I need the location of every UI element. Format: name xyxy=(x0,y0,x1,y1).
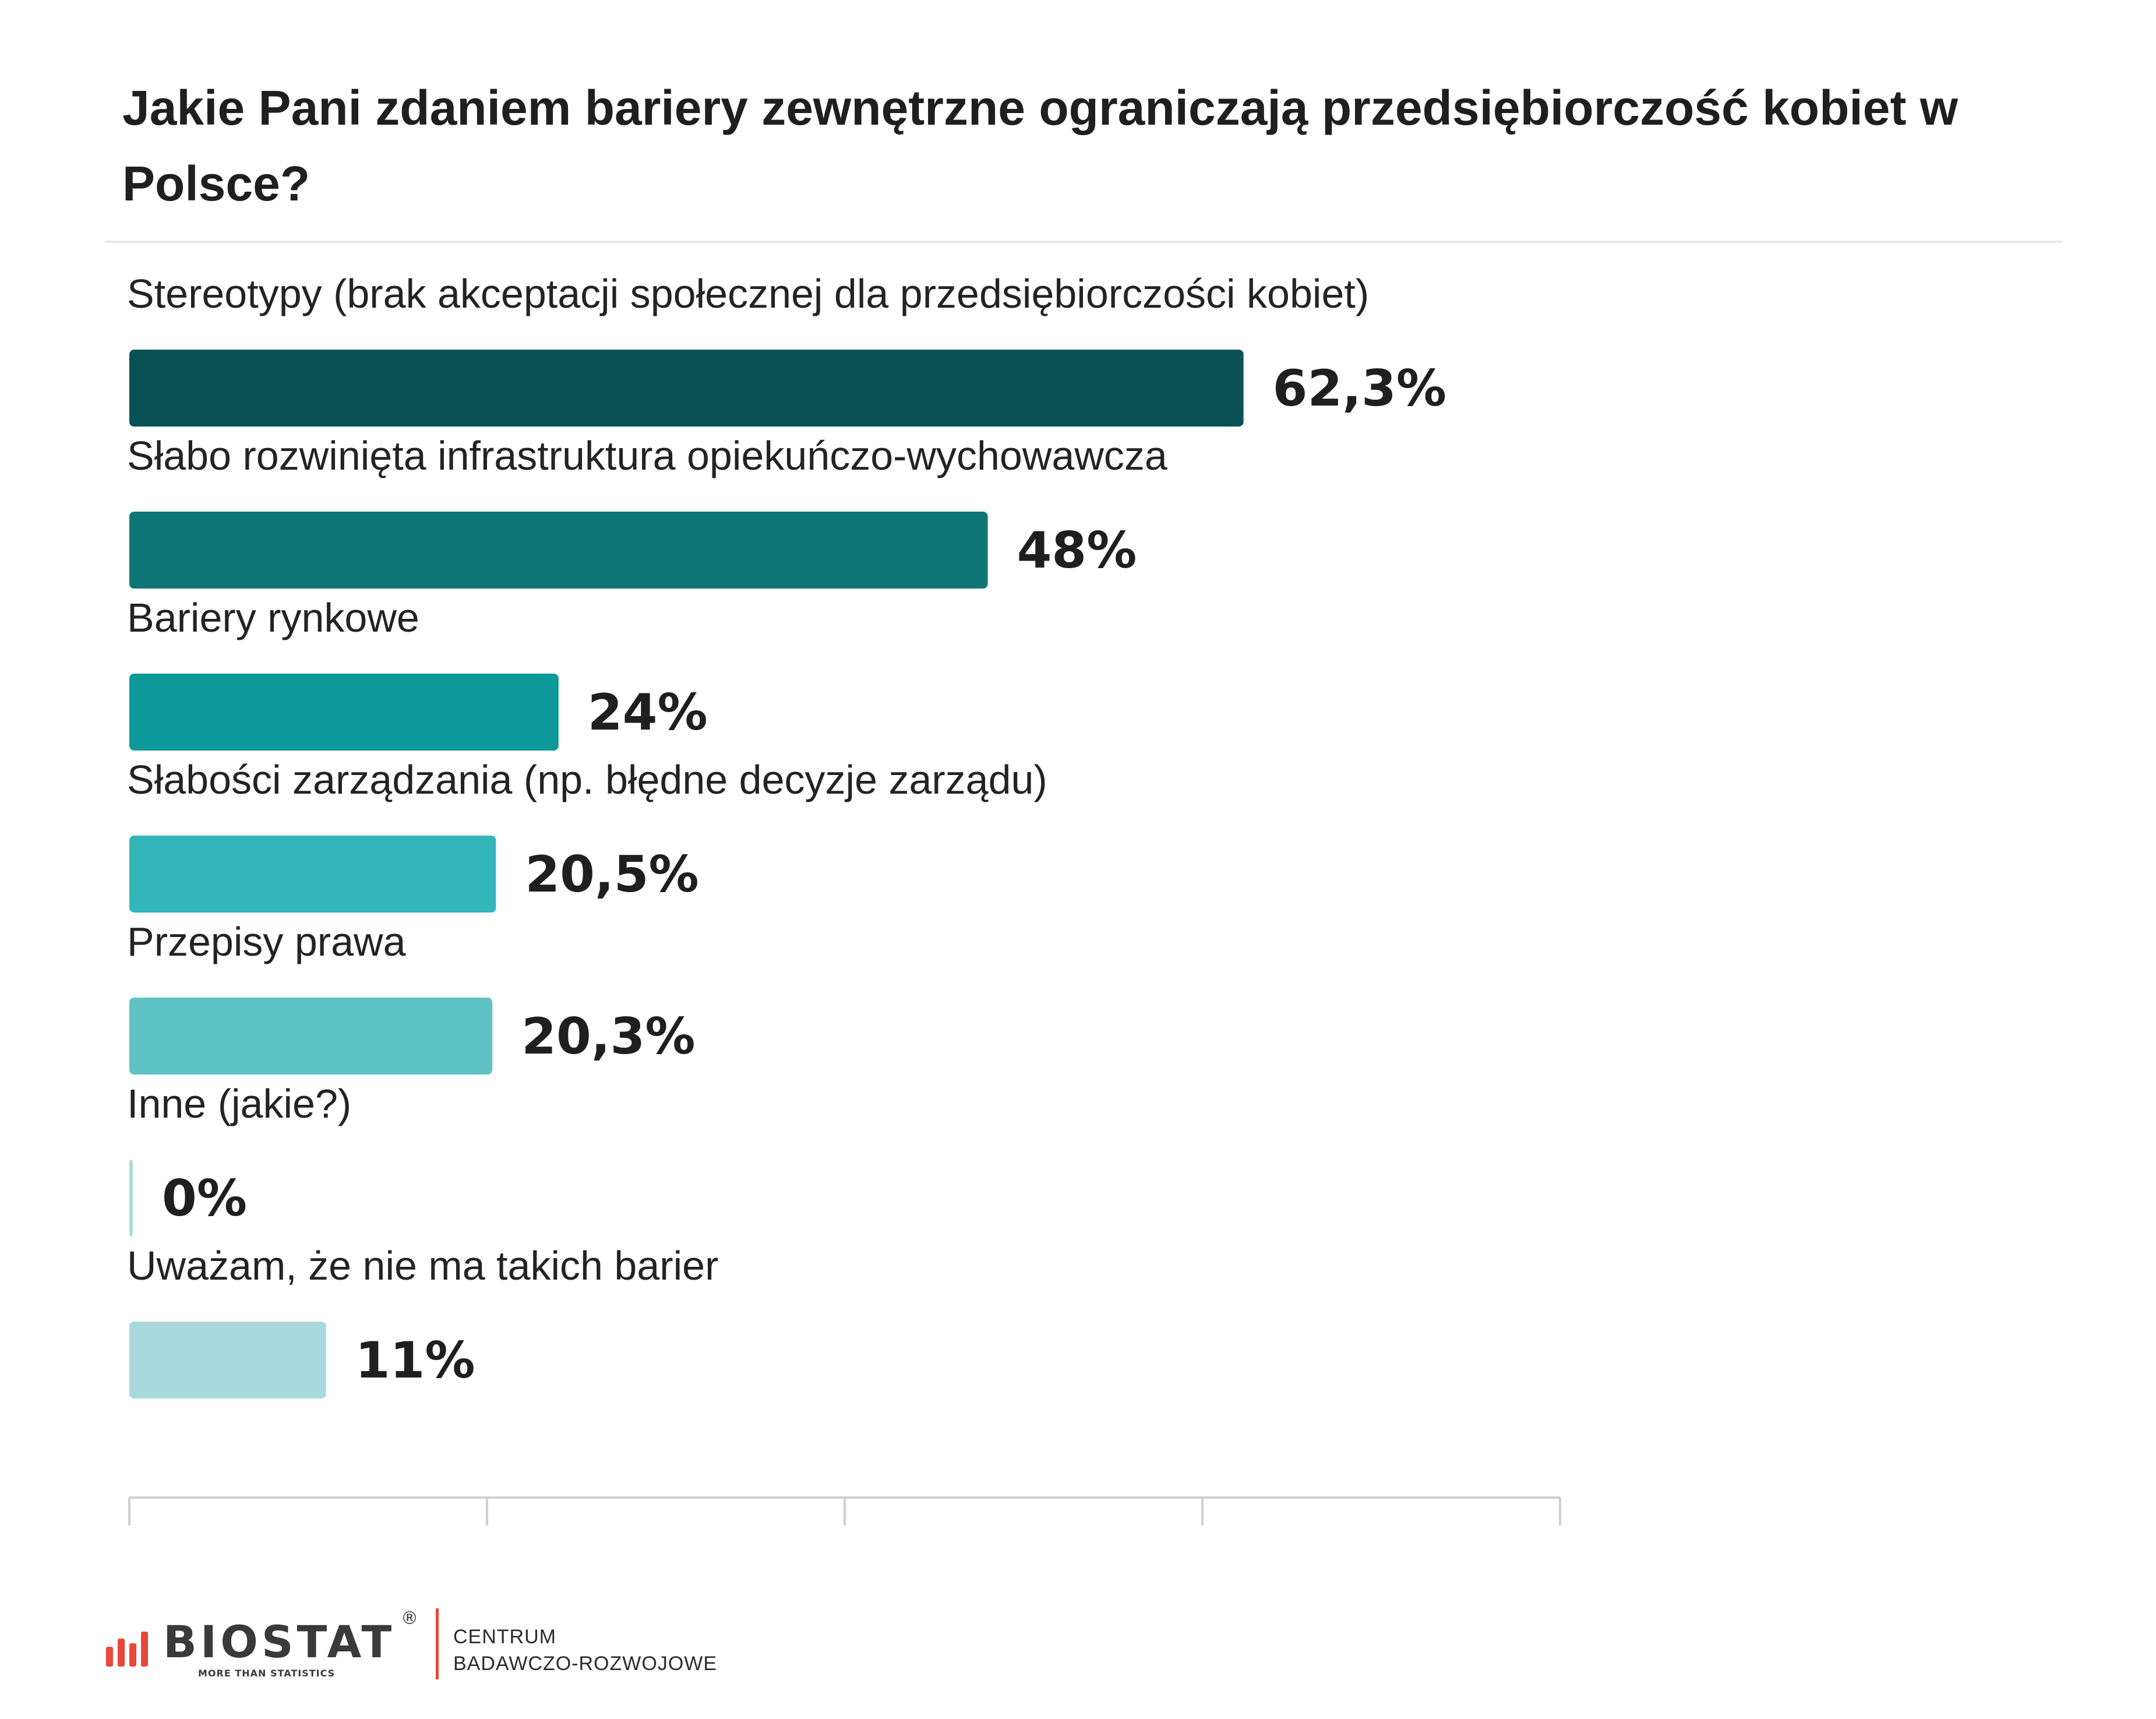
center-name-line2: BADAWCZO-ROZWOJOWE xyxy=(453,1653,718,1675)
biostat-logo-icon xyxy=(106,1632,148,1667)
registered-mark: ® xyxy=(401,1608,418,1629)
value-label: 24% xyxy=(588,684,708,742)
chart-title: Jakie Pani zdaniem bariery zewnętrzne og… xyxy=(122,80,1959,211)
value-label: 20,5% xyxy=(525,846,698,904)
brand-tagline: MORE THAN STATISTICS xyxy=(198,1668,336,1679)
category-label: Uważam, że nie ma takich barier xyxy=(127,1243,718,1288)
bar xyxy=(129,1160,133,1237)
bar xyxy=(129,1322,326,1399)
bar xyxy=(129,674,559,751)
category-label: Przepisy prawa xyxy=(127,919,406,964)
value-label: 62,3% xyxy=(1273,360,1446,418)
bar xyxy=(129,836,496,913)
category-label: Bariery rynkowe xyxy=(127,595,419,640)
category-label: Stereotypy (brak akceptacji społecznej d… xyxy=(127,271,1369,316)
footer: BIOSTAT ® MORE THAN STATISTICS CENTRUM B… xyxy=(105,1608,804,1684)
center-name-line1: CENTRUM xyxy=(453,1626,556,1648)
footer-separator xyxy=(436,1608,439,1679)
bar xyxy=(129,998,493,1075)
brand-name: BIOSTAT xyxy=(163,1616,396,1668)
bar xyxy=(129,512,988,589)
category-label: Słabości zarządzania (np. błędne decyzje… xyxy=(127,757,1047,802)
value-label: 11% xyxy=(355,1331,475,1390)
value-label: 20,3% xyxy=(521,1008,695,1066)
bar xyxy=(129,350,1244,427)
category-label: Słabo rozwinięta infrastruktura opiekuńc… xyxy=(127,433,1167,478)
title-divider xyxy=(105,241,2062,243)
value-label: 48% xyxy=(1017,522,1137,580)
category-label: Inne (jakie?) xyxy=(127,1081,351,1126)
value-label: 0% xyxy=(162,1170,247,1228)
